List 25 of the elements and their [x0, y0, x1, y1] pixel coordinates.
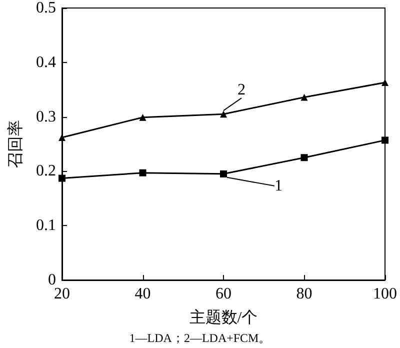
y-tick-label: 0.4	[36, 54, 56, 71]
y-tick-label: 0.2	[36, 162, 56, 180]
series-label: 2	[238, 82, 246, 99]
point	[220, 170, 227, 178]
point	[300, 94, 308, 101]
text: 1—LDA；2—LDA+FCM。	[129, 331, 271, 345]
y-axis-title: 召回率	[6, 120, 24, 168]
y-tick-label: 0.5	[36, 0, 56, 16]
y-tick-label: 0.1	[36, 217, 56, 234]
point	[58, 174, 66, 182]
point	[139, 114, 146, 121]
x-tick-label: 60	[216, 286, 232, 302]
point	[220, 110, 227, 118]
x-axis-title: 主题数/个	[189, 308, 258, 326]
point	[382, 136, 388, 144]
legend-label: 1	[274, 177, 282, 194]
x-tick-label: 80	[296, 286, 312, 302]
point	[300, 154, 308, 162]
x-tick-label: 40	[134, 286, 151, 302]
y-tick-label: 0.3	[36, 108, 56, 126]
point	[139, 169, 146, 176]
x-tick-label: 100	[373, 286, 397, 302]
y-tick-label: 0	[48, 272, 56, 288]
point	[382, 79, 388, 86]
x-tick-label: 20	[54, 286, 70, 302]
